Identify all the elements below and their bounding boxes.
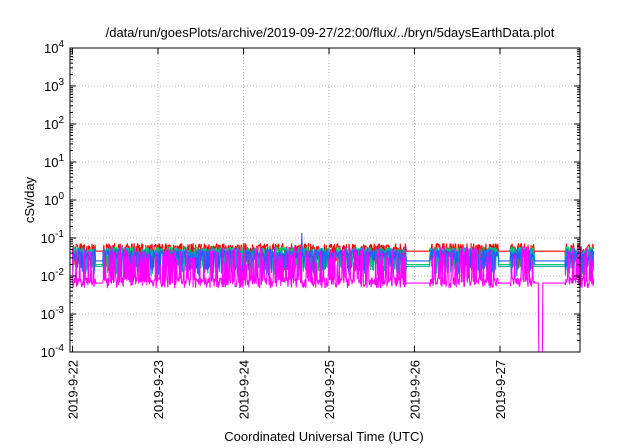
y-tick-label: 10-1	[41, 229, 65, 246]
x-tick-label: 2019-9-23	[151, 360, 166, 419]
y-tick-exponent: 4	[58, 39, 64, 50]
x-axis: 2019-9-22 2019-9-23 2019-9-24 2019-9-25 2019…	[66, 48, 508, 419]
y-tick-label: 100	[44, 191, 64, 208]
grid	[70, 47, 580, 353]
y-tick-label: 104	[44, 39, 64, 56]
series-line	[71, 243, 595, 272]
y-tick-label: 101	[44, 153, 64, 170]
x-tick-label: 2019-9-26	[408, 360, 423, 419]
x-tick-label: 2019-9-27	[493, 360, 508, 419]
y-tick-label: 103	[44, 77, 64, 94]
y-tick-exponent: 2	[58, 115, 64, 126]
x-tick-label: 2019-9-24	[237, 360, 252, 419]
series-line	[72, 232, 595, 278]
y-tick-exponent: -4	[55, 343, 64, 354]
y-axis-label: cSv/day	[22, 176, 37, 223]
y-tick-label: 102	[44, 115, 64, 132]
y-tick-exponent: 3	[58, 77, 64, 88]
y-tick-label: 10-2	[41, 267, 65, 284]
series-group	[71, 232, 595, 353]
y-tick-exponent: -3	[55, 305, 64, 316]
y-tick-label: 10-4	[41, 343, 65, 360]
x-axis-label: Coordinated Universal Time (UTC)	[224, 429, 423, 444]
y-tick-exponent: 1	[58, 153, 64, 164]
y-tick-exponent: -1	[55, 229, 64, 240]
x-tick-label: 2019-9-22	[66, 360, 81, 419]
x-tick-label: 2019-9-25	[322, 360, 337, 419]
chart-title: /data/run/goesPlots/archive/2019-09-27/2…	[106, 25, 555, 40]
y-tick-exponent: -2	[55, 267, 64, 278]
y-tick-exponent: 0	[58, 191, 64, 202]
y-tick-label: 10-3	[41, 305, 65, 322]
series-line	[71, 246, 595, 353]
